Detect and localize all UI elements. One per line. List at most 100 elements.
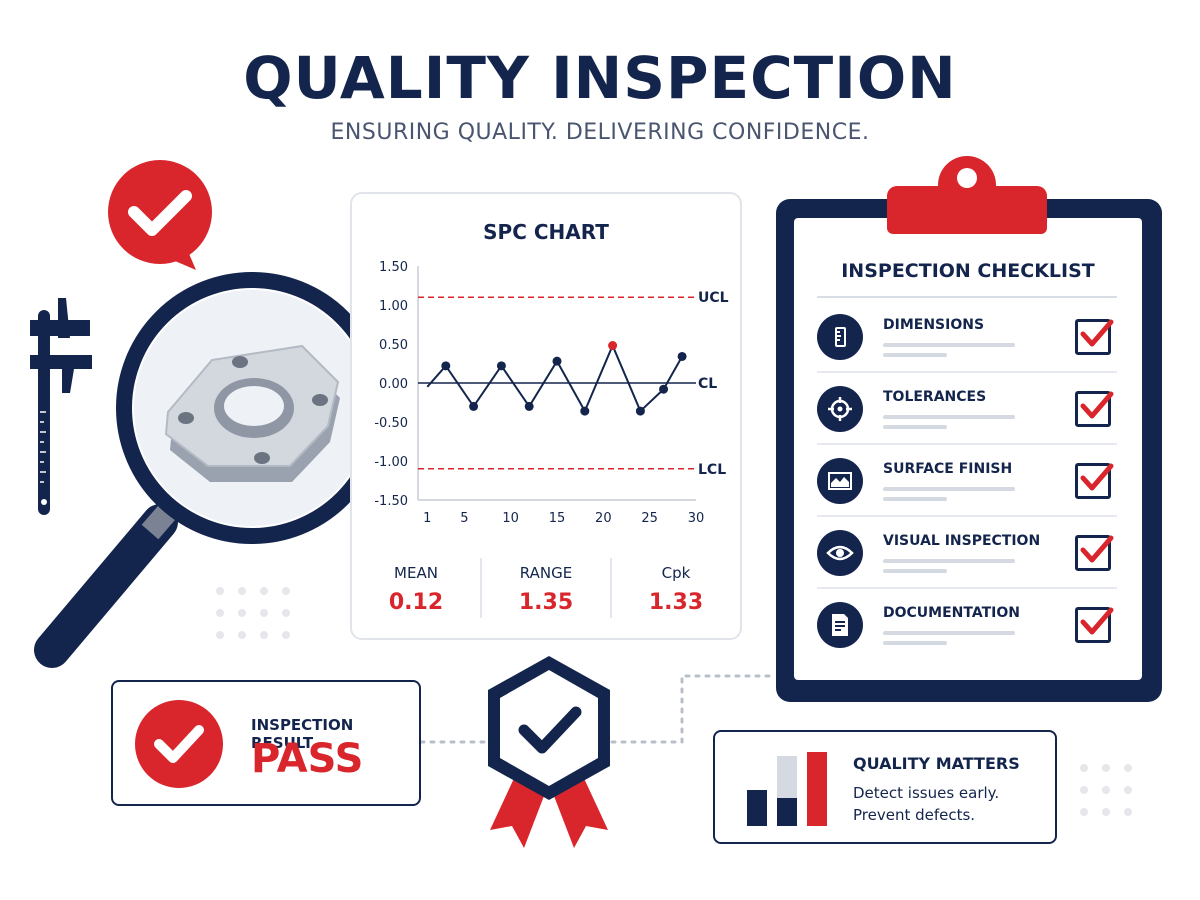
data-point [524,401,534,411]
placeholder-line [883,569,947,573]
stat-range: RANGE 1.35 [480,558,610,618]
checklist-item-label: TOLERANCES [883,389,987,405]
bar-chart-icon [747,752,827,826]
x-tick-label: 15 [549,511,566,526]
certification-badge-icon [488,656,610,848]
stat-value: 0.12 [388,590,444,615]
caliper-icon [30,298,92,515]
x-tick-label: 1 [423,511,431,526]
placeholder-line [883,631,1015,635]
checked-checkbox[interactable] [1075,463,1114,499]
checklist-item-visual-inspection: VISUAL INSPECTION [817,517,1117,589]
quality-matters-card: QUALITY MATTERS Detect issues early. Pre… [713,730,1057,844]
quality-matters-line: Detect issues early. [853,784,1000,802]
y-tick-label: -0.50 [374,416,408,431]
spc-chart: 1.501.000.500.00-0.50-1.00-1.501 5 10 15 20 2… [374,260,729,526]
data-point-highlight [608,341,618,351]
y-tick-label: -1.50 [374,494,408,509]
placeholder-line [883,641,947,645]
checked-checkbox[interactable] [1075,391,1114,427]
checkmark-icon [1080,391,1114,419]
page-subtitle: ENSURING QUALITY. DELIVERING CONFIDENCE. [330,120,870,145]
spc-stats: MEAN 0.12 RANGE 1.35 Cpk 1.33 [352,558,740,618]
pass-check-icon [135,700,223,788]
approval-bubble-icon [108,160,212,270]
x-tick-label: 20 [595,511,612,526]
checklist-title: INSPECTION CHECKLIST [841,260,1095,282]
surface-icon [817,458,863,504]
stat-label: Cpk [661,564,691,582]
stat-label: RANGE [519,564,573,582]
checked-checkbox[interactable] [1075,535,1114,571]
quality-matters-title: QUALITY MATTERS [853,754,1020,773]
placeholder-line [883,559,1015,563]
y-tick-label: -1.00 [374,455,408,470]
y-tick-label: 1.50 [379,260,408,275]
checkmark-icon [1080,319,1114,347]
clipboard-clip-hole [957,168,977,188]
data-point [659,384,669,394]
x-tick-label: 25 [641,511,658,526]
checklist-item-surface-finish: SURFACE FINISH [817,445,1117,517]
stat-label: MEAN [394,564,438,582]
control-line-label: CL [698,376,717,392]
quality-matters-line: Prevent defects. [853,806,976,824]
result-label: INSPECTION RESULT [251,716,354,752]
result-value: PASS [251,736,364,782]
page-title: QUALITY INSPECTION [243,44,957,112]
data-point [677,351,687,361]
placeholder-line [883,497,947,501]
x-tick-label: 10 [502,511,519,526]
y-tick-label: 0.00 [379,377,408,392]
checked-checkbox[interactable] [1075,319,1114,355]
divider [817,296,1117,298]
clipboard-paper [794,218,1142,680]
eye-icon [817,530,863,576]
stat-cpk: Cpk 1.33 [610,558,740,618]
data-point [635,406,645,416]
inspection-result-card: INSPECTION RESULT PASS [111,680,421,806]
control-line-label: UCL [698,290,729,306]
data-point [496,361,506,371]
placeholder-line [883,343,1015,347]
placeholder-line [883,415,1015,419]
ruler-icon [817,314,863,360]
spc-chart-card: SPC CHART 1.50 1.00 0.50 0.00 -0.50 -1.00 -1.5… [350,192,742,640]
checklist-item-label: SURFACE FINISH [883,461,1013,477]
checkmark-icon [1080,463,1114,491]
inspection-illustration [30,160,388,668]
checklist-item-label: VISUAL INSPECTION [883,533,1041,549]
decorative-dots [216,587,290,639]
checklist-item-dimensions: DIMENSIONS [817,301,1117,373]
clipboard-clip [887,186,1047,234]
checklist-item-documentation: DOCUMENTATION [817,589,1117,661]
data-point [469,401,479,411]
y-tick-label: 1.00 [379,299,408,314]
data-point [441,361,451,371]
stat-mean: MEAN 0.12 [352,558,480,618]
checklist-item-tolerances: TOLERANCES [817,373,1117,445]
y-tick-label: 0.50 [379,338,408,353]
placeholder-line [883,425,947,429]
x-tick-label: 5 [460,511,468,526]
placeholder-line [883,487,1015,491]
control-line-label: LCL [698,462,726,478]
magnifier-icon [34,272,388,668]
crosshair-icon [817,386,863,432]
stat-value: 1.33 [648,590,704,615]
checklist-item-label: DOCUMENTATION [883,605,1020,621]
stat-value: 1.35 [518,590,574,615]
checked-checkbox[interactable] [1075,607,1114,643]
checklist-item-label: DIMENSIONS [883,317,985,333]
checkmark-icon [1080,535,1114,563]
decorative-dots-right [1080,764,1132,816]
placeholder-line [883,353,947,357]
data-point [552,356,562,366]
document-icon [817,602,863,648]
data-point [580,406,590,416]
x-tick-label: 30 [688,511,705,526]
machined-part-icon [164,344,340,482]
spc-chart-title: SPC CHART [483,220,609,244]
checkmark-icon [1080,607,1114,635]
